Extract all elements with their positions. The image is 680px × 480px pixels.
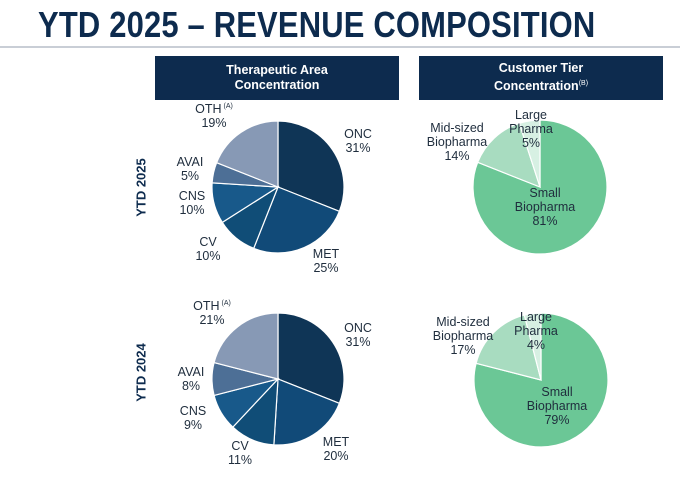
slice-onc-ytd-2024 xyxy=(277,312,345,405)
title-divider xyxy=(0,46,680,48)
slice-large-pharma-ytd-2025 xyxy=(518,119,541,188)
customer-tier-header: Customer Tier Concentration(B) xyxy=(419,56,663,100)
slice-large-pharma-ytd-2024 xyxy=(523,312,542,381)
label-cv-ytd-2025: CV 10% xyxy=(195,235,220,263)
pie-tier-ytd-2025: Small Biopharma 81% Mid-sized Biopharma 14% La… xyxy=(427,108,608,255)
tier-header-line1: Customer Tier xyxy=(498,61,584,76)
slice-onc-ytd-2025 xyxy=(277,120,345,213)
tier-header-line2: Concentration(B) xyxy=(419,76,663,94)
slice-oth-ytd-2024 xyxy=(213,312,279,380)
label-onc-ytd-2024: ONC 31% xyxy=(344,321,372,349)
page-title: YTD 2025 – REVENUE COMPOSITION xyxy=(38,4,596,45)
label-cns-ytd-2025: CNS 10% xyxy=(179,189,205,217)
label-met-ytd-2024: MET 20% xyxy=(323,435,350,463)
slice-met-ytd-2025 xyxy=(252,186,341,254)
slice-mid-sized-biopharma-ytd-2024 xyxy=(475,314,542,381)
label-cns-ytd-2024: CNS 9% xyxy=(180,404,206,432)
tier-header-footnote: (B) xyxy=(578,80,589,88)
label-oth-ytd-2025: OTH (A) 19% xyxy=(195,102,233,130)
label-large-pharma-ytd-2024: Large Pharma 4% xyxy=(514,310,558,352)
pie-tier-ytd-2024: Small Biopharma 79% Mid-sized Biopharma 17% La… xyxy=(433,310,609,448)
label-small-biopharma-ytd-2024: Small Biopharma 79% xyxy=(527,385,587,427)
label-mid-sized-biopharma-ytd-2025: Mid-sized Biopharma 14% xyxy=(427,121,487,163)
label-oth-ytd-2024: OTH (A) 21% xyxy=(193,299,231,327)
slice-oth-ytd-2025 xyxy=(215,120,279,188)
label-avai-ytd-2024: AVAI 8% xyxy=(178,365,205,393)
label-avai-ytd-2025: AVAI 5% xyxy=(177,155,204,183)
label-onc-ytd-2025: ONC 31% xyxy=(344,127,372,155)
label-mid-sized-biopharma-ytd-2024: Mid-sized Biopharma 17% xyxy=(433,315,493,357)
therapeutic-header-line1: Therapeutic Area xyxy=(226,63,328,77)
label-cv-ytd-2024: CV 11% xyxy=(228,439,252,467)
label-small-biopharma-ytd-2025: Small Biopharma 81% xyxy=(515,186,575,228)
pie-therapeutic-ytd-2024: ONC 31% MET 20% CV 11% CNS 9% AVAI 8% OTH (A) 21% xyxy=(178,299,372,467)
therapeutic-area-header: Therapeutic Area Concentration xyxy=(155,56,399,100)
label-large-pharma-ytd-2025: Large Pharma 5% xyxy=(509,108,553,150)
tier-header-line2-text: Concentration xyxy=(493,79,579,94)
label-met-ytd-2025: MET 25% xyxy=(313,247,340,275)
pie-therapeutic-ytd-2025: ONC 31% MET 25% CV 10% CNS 10% AVAI 5% OTH (A) 19% xyxy=(177,102,372,275)
slice-met-ytd-2024 xyxy=(273,378,341,446)
therapeutic-header-line2: Concentration xyxy=(234,78,320,92)
